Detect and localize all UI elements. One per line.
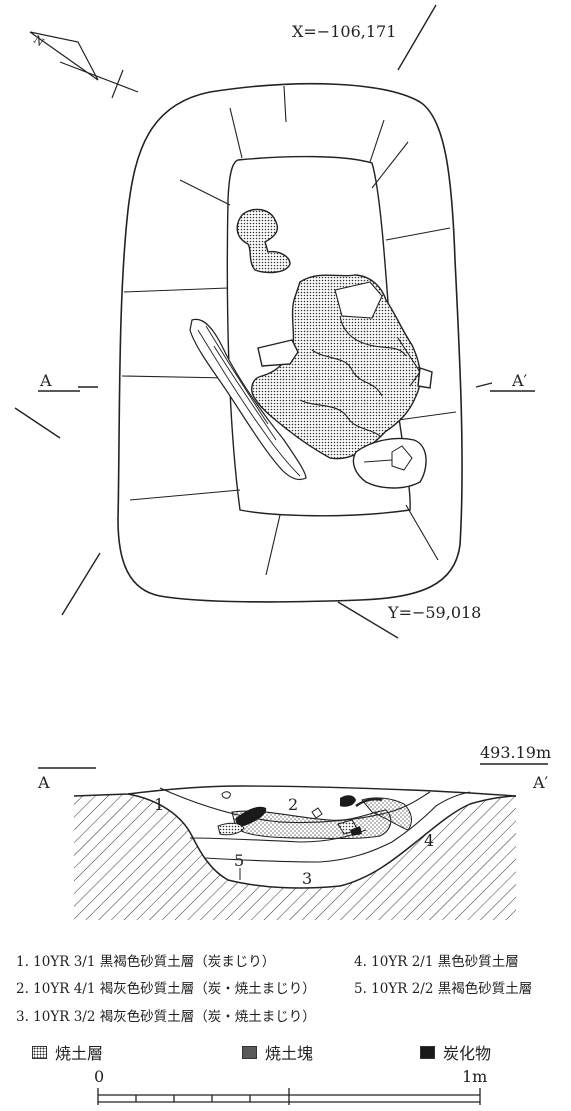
scale-end-label: 1m xyxy=(462,1067,487,1086)
north-label: N xyxy=(31,33,47,49)
charcoal-piece xyxy=(235,806,267,826)
plan-section-a-label: A xyxy=(39,371,52,390)
layer-description: 5. 10YR 2/2 黒褐色砂質土層 xyxy=(354,981,533,997)
scale-bar xyxy=(97,1088,481,1105)
plan-view: N X=−106,171 Y=−59,018 A A′ xyxy=(14,4,535,639)
key-label: 炭化物 xyxy=(443,1044,492,1063)
scale-start-label: 0 xyxy=(94,1067,104,1086)
section-a-prime-label: A′ xyxy=(532,773,549,792)
dense-dotted-swatch-icon xyxy=(242,1045,257,1059)
charcoal-piece xyxy=(350,826,362,836)
layer-number: 1 xyxy=(154,795,164,814)
charcoal-arc xyxy=(355,798,383,807)
key-item-charcoal: 炭化物 xyxy=(420,1040,491,1064)
stone-block xyxy=(352,437,427,489)
x-coordinate: X=−106,171 xyxy=(292,22,396,41)
key-item-burnt-soil-block: 焼土塊 xyxy=(242,1040,313,1064)
solid-black-swatch-icon xyxy=(420,1045,435,1059)
layer-number: 2 xyxy=(288,795,298,814)
layer-description: 4. 10YR 2/1 黒色砂質土層 xyxy=(354,954,519,970)
key-label: 焼土層 xyxy=(55,1044,104,1063)
key-item-burnt-soil-layer: 焼土層 xyxy=(32,1040,103,1064)
stone-block xyxy=(417,367,433,389)
pit-profile xyxy=(127,793,517,889)
section-a-label: A xyxy=(37,773,50,792)
ground-surface xyxy=(73,785,517,797)
stone-block-lines xyxy=(363,445,413,471)
burnt-soil-lens-upper xyxy=(361,797,412,831)
dotted-swatch-icon xyxy=(32,1045,47,1059)
charred-plank xyxy=(189,318,307,481)
reference-line xyxy=(61,552,101,616)
stone-block xyxy=(257,339,299,367)
plank-grain xyxy=(197,325,301,477)
north-arrow-icon xyxy=(29,31,139,99)
plan-section-a-prime-arrow xyxy=(475,382,493,388)
section-elevation: 493.19m xyxy=(480,743,551,762)
y-grid-line xyxy=(337,601,399,639)
slope-lines xyxy=(121,85,457,576)
layer-number: 5 xyxy=(234,851,244,870)
small-stone xyxy=(221,791,231,799)
pit-outer-edge xyxy=(117,82,463,603)
layer-description: 3. 10YR 3/2 褐灰色砂質土層（炭・焼土まじり） xyxy=(16,1009,316,1025)
layer-number: 4 xyxy=(424,831,434,850)
x-grid-line xyxy=(397,4,437,71)
plan-section-a-prime-label: A′ xyxy=(511,371,528,390)
layer-number: 3 xyxy=(302,869,312,888)
section-view: 493.19m A A′ 1 2 3 xyxy=(37,743,551,920)
burnt-soil-patch xyxy=(236,208,291,274)
reference-line xyxy=(14,407,61,439)
layer-description: 1. 10YR 3/1 黒褐色砂質土層（炭まじり） xyxy=(16,954,276,970)
pit-inner-floor xyxy=(226,155,411,517)
small-stone xyxy=(311,807,323,819)
y-coordinate: Y=−59,018 xyxy=(387,603,481,622)
charcoal-piece xyxy=(340,795,356,807)
burnt-soil-block xyxy=(217,822,245,836)
layer-description: 2. 10YR 4/1 褐灰色砂質土層（炭・焼土まじり） xyxy=(16,981,316,997)
key-label: 焼土塊 xyxy=(265,1044,314,1063)
burnt-block-lines xyxy=(299,281,421,437)
